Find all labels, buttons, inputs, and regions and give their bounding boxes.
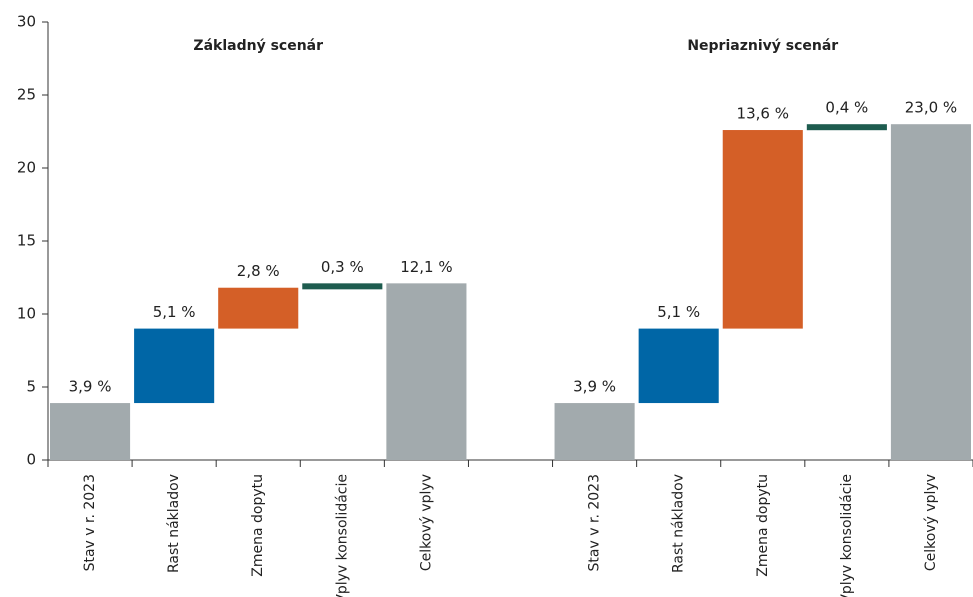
value-label: 12,1 % <box>400 258 452 276</box>
x-tick-label: Zmena dopytu <box>250 474 266 577</box>
x-tick-label: Celkový vplyv <box>923 474 939 571</box>
x-tick-label: Stav v r. 2023 <box>587 474 603 571</box>
group-title: Základný scenár <box>193 38 323 54</box>
bar <box>638 328 719 404</box>
x-tick-label: Celkový vplyv <box>418 474 434 571</box>
value-label: 13,6 % <box>737 105 789 123</box>
bar <box>554 403 635 460</box>
value-label: 5,1 % <box>153 303 196 321</box>
value-label: 23,0 % <box>905 99 957 117</box>
value-label: 3,9 % <box>69 378 112 396</box>
y-tick-label: 30 <box>17 13 36 31</box>
bar <box>218 287 299 329</box>
value-label: 0,3 % <box>321 258 364 276</box>
value-label: 5,1 % <box>657 303 700 321</box>
value-label: 3,9 % <box>573 378 616 396</box>
x-tick-label: Vplyv konsolidácie <box>839 474 855 597</box>
bar <box>722 130 803 329</box>
x-tick-label: Rast nákladov <box>166 474 182 573</box>
bar <box>134 328 215 404</box>
x-tick-label: Rast nákladov <box>671 474 687 573</box>
x-tick-label: Vplyv konsolidácie <box>334 474 350 597</box>
bar <box>806 124 887 131</box>
x-tick-label: Stav v r. 2023 <box>82 474 98 571</box>
value-label: 0,4 % <box>825 99 868 117</box>
y-tick-label: 25 <box>17 86 36 104</box>
group-title: Nepriaznivý scenár <box>687 38 838 54</box>
x-tick-label: Zmena dopytu <box>755 474 771 577</box>
value-label: 2,8 % <box>237 262 280 280</box>
bar <box>50 403 131 460</box>
bar <box>890 124 971 460</box>
y-tick-label: 0 <box>26 451 36 469</box>
bar <box>302 283 383 290</box>
y-tick-label: 5 <box>26 378 36 396</box>
y-tick-label: 10 <box>17 305 36 323</box>
y-tick-label: 20 <box>17 159 36 177</box>
y-tick-label: 15 <box>17 232 36 250</box>
bar <box>386 283 467 460</box>
